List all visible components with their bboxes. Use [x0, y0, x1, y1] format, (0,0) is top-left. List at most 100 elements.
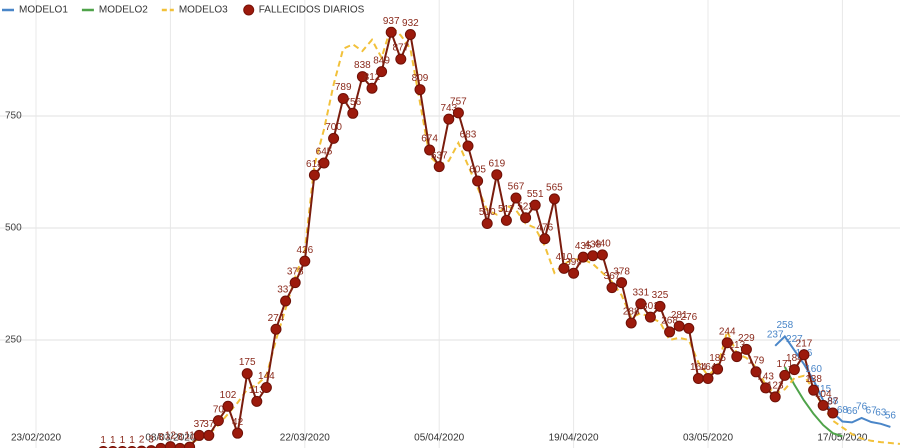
data-label: 567 — [508, 182, 525, 193]
data-label: 276 — [680, 312, 697, 323]
data-point — [260, 381, 272, 393]
data-point — [500, 214, 512, 226]
data-point — [481, 218, 493, 230]
data-point — [299, 255, 311, 267]
data-point — [414, 84, 426, 96]
data-label: 301 — [642, 301, 659, 312]
data-label: 510 — [479, 207, 496, 218]
data-label: 378 — [287, 266, 304, 277]
data-label: 104 — [815, 389, 832, 400]
data-label: 812 — [364, 72, 381, 83]
data-label: 227 — [786, 334, 803, 345]
data-label: 440 — [594, 239, 611, 250]
data-point — [625, 317, 637, 329]
data-label: 331 — [632, 287, 649, 298]
data-label: 88 — [827, 396, 839, 407]
data-label: 438 — [584, 239, 601, 250]
data-point — [740, 343, 752, 355]
data-point — [577, 251, 589, 263]
data-label: 325 — [652, 290, 669, 301]
x-tick-label: 03/05/2020 — [683, 433, 733, 444]
data-point — [539, 233, 551, 245]
data-label: 367 — [604, 271, 621, 282]
data-label: 565 — [546, 183, 563, 194]
data-label: 185 — [709, 353, 726, 364]
data-label: 164 — [700, 362, 717, 373]
data-point — [193, 429, 205, 441]
data-point — [731, 351, 743, 363]
data-label: 937 — [383, 16, 400, 27]
data-label: 1 — [100, 435, 106, 446]
series-line — [162, 24, 900, 448]
data-point — [424, 144, 436, 156]
y-tick-label: 750 — [5, 111, 22, 122]
data-label: 63 — [875, 407, 887, 418]
data-label: 184 — [786, 353, 803, 364]
data-point — [385, 26, 397, 38]
data-point — [760, 382, 772, 394]
data-label: 37 — [203, 419, 215, 430]
data-label: 66 — [846, 406, 858, 417]
data-label: 8 — [158, 432, 164, 443]
data-label: 932 — [402, 18, 419, 29]
data-label: 8 — [177, 432, 183, 443]
data-label: 637 — [431, 150, 448, 161]
data-label: 645 — [316, 147, 333, 158]
data-point — [347, 107, 359, 119]
data-point — [548, 193, 560, 205]
data-point — [356, 71, 368, 83]
data-point — [558, 262, 570, 274]
data-label: 175 — [239, 357, 256, 368]
data-label: 523 — [517, 201, 534, 212]
data-label: 1 — [129, 435, 135, 446]
data-label: 56 — [885, 411, 897, 422]
data-point — [721, 337, 733, 349]
legend-marker — [243, 4, 255, 16]
data-point — [587, 250, 599, 262]
data-point — [596, 249, 608, 261]
data-label: 288 — [623, 307, 640, 318]
data-label: 517 — [498, 204, 515, 215]
data-point — [692, 373, 704, 385]
data-label: 68 — [837, 405, 849, 416]
data-point — [750, 366, 762, 378]
data-point — [616, 277, 628, 289]
data-point — [491, 169, 503, 181]
data-label: 877 — [392, 43, 409, 54]
data-point — [769, 391, 781, 403]
data-label: 1 — [120, 435, 126, 446]
data-point — [452, 107, 464, 119]
legend-label: MODELO3 — [179, 5, 228, 16]
data-label: 2 — [139, 435, 145, 446]
data-label: 160 — [805, 364, 822, 375]
data-label: 743 — [440, 103, 457, 114]
data-point — [462, 140, 474, 152]
data-label: 426 — [296, 245, 313, 256]
data-label: 268 — [661, 316, 678, 327]
data-point — [827, 407, 839, 419]
data-label: 399 — [565, 257, 582, 268]
data-point — [184, 441, 196, 448]
data-label: 144 — [258, 371, 275, 382]
data-point — [308, 169, 320, 181]
data-point — [366, 82, 378, 94]
series-line — [783, 366, 843, 438]
data-point — [808, 384, 820, 396]
legend-label: MODELO2 — [99, 5, 148, 16]
data-label: 435 — [575, 241, 592, 252]
data-point — [635, 298, 647, 310]
data-point — [328, 132, 340, 144]
data-point — [155, 442, 167, 448]
data-label: 274 — [268, 313, 285, 324]
data-point — [251, 395, 263, 407]
data-label: 281 — [671, 310, 688, 321]
data-label: 37 — [194, 419, 206, 430]
data-label: 789 — [335, 82, 352, 93]
data-label: 138 — [805, 374, 822, 385]
data-point — [712, 363, 724, 375]
data-label: 12 — [165, 430, 177, 441]
data-label: 1 — [110, 435, 116, 446]
data-point — [606, 282, 618, 294]
